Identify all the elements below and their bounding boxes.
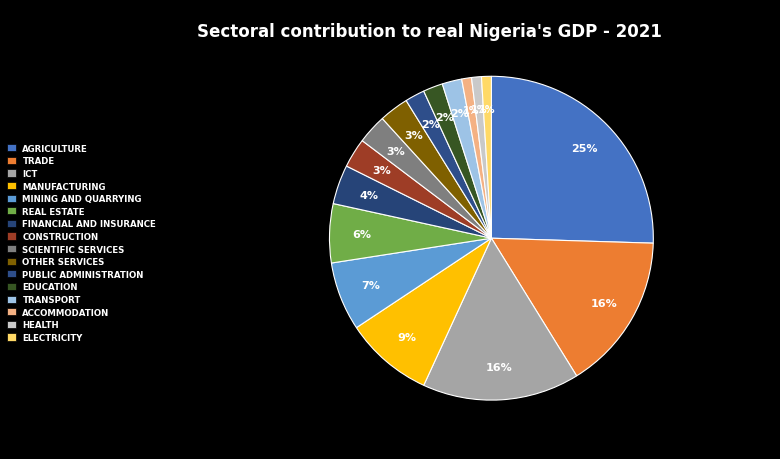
Text: Sectoral contribution to real Nigeria's GDP - 2021: Sectoral contribution to real Nigeria's … [197, 23, 661, 41]
Wedge shape [333, 167, 491, 239]
Text: 1%: 1% [463, 106, 480, 116]
Text: 2%: 2% [435, 113, 454, 123]
Wedge shape [471, 78, 491, 239]
Wedge shape [491, 77, 654, 244]
Wedge shape [329, 204, 491, 263]
Text: 1%: 1% [471, 105, 488, 115]
Text: 2%: 2% [450, 108, 470, 118]
Text: 4%: 4% [360, 191, 379, 201]
Text: 16%: 16% [590, 298, 617, 308]
Wedge shape [424, 239, 576, 400]
Wedge shape [356, 239, 491, 386]
Wedge shape [442, 80, 491, 239]
Wedge shape [362, 119, 491, 239]
Legend: AGRICULTURE, TRADE, ICT, MANUFACTURING, MINING AND QUARRYING, REAL ESTATE, FINAN: AGRICULTURE, TRADE, ICT, MANUFACTURING, … [5, 142, 158, 345]
Wedge shape [462, 78, 491, 239]
Wedge shape [406, 92, 491, 239]
Text: 6%: 6% [353, 230, 371, 240]
Text: 16%: 16% [486, 363, 512, 373]
Text: 7%: 7% [361, 280, 380, 291]
Wedge shape [382, 101, 491, 239]
Wedge shape [491, 239, 653, 376]
Wedge shape [346, 141, 491, 239]
Text: 9%: 9% [398, 332, 417, 342]
Text: 1%: 1% [479, 105, 495, 114]
Text: 3%: 3% [386, 146, 405, 157]
Text: 2%: 2% [420, 120, 440, 130]
Text: 3%: 3% [372, 166, 391, 176]
Text: 3%: 3% [404, 130, 423, 140]
Wedge shape [481, 77, 491, 239]
Wedge shape [424, 85, 491, 239]
Wedge shape [332, 239, 491, 328]
Text: 25%: 25% [571, 144, 597, 154]
